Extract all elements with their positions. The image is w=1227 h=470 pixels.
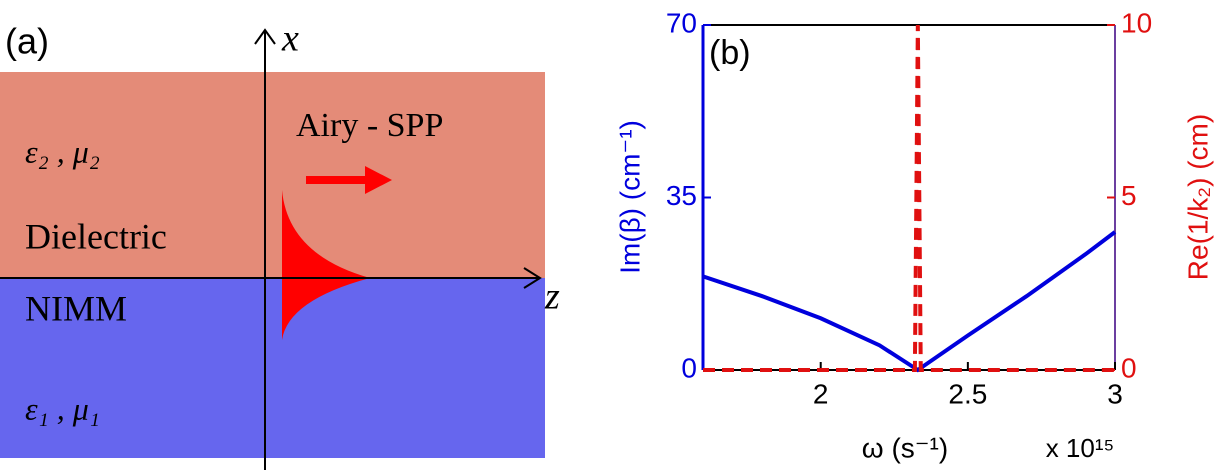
y-tick-label: 35 bbox=[666, 180, 697, 211]
y-tick-label: 0 bbox=[681, 352, 697, 383]
y2-tick-label: 10 bbox=[1121, 7, 1152, 38]
panel-label: (a) bbox=[5, 21, 49, 62]
x-axis-label: ω (s⁻¹) bbox=[862, 432, 948, 463]
dielectric-region bbox=[0, 72, 545, 278]
y2-axis-label: Re(1/k₂) (cm) bbox=[1182, 114, 1213, 280]
y-tick-label: 70 bbox=[666, 7, 697, 38]
medium-params: ε₂ , μ₂ bbox=[25, 133, 100, 169]
panel-a: (a) x z ε₂ , μ₂ Dielectric NIMM ε₁ , μ₁ … bbox=[0, 18, 560, 470]
medium-name: Dielectric bbox=[25, 216, 167, 256]
y-axis-label: Im(β) (cm⁻¹) bbox=[614, 120, 645, 274]
series-line bbox=[703, 24, 1115, 372]
airy-beam bbox=[282, 190, 370, 340]
x-multiplier: x 10¹⁵ bbox=[1046, 433, 1115, 463]
nimm-region bbox=[0, 278, 545, 458]
x-axis-arrow bbox=[254, 28, 276, 45]
y2-tick-label: 0 bbox=[1121, 352, 1137, 383]
medium-params: ε₁ , μ₁ bbox=[25, 390, 100, 426]
panel-label: (b) bbox=[709, 34, 751, 72]
z-axis-arrow bbox=[523, 267, 542, 289]
x-tick-label: 3 bbox=[1107, 378, 1123, 409]
series-line bbox=[702, 230, 1117, 373]
axis-label: x bbox=[281, 18, 299, 60]
beam-label: Airy - SPP bbox=[296, 107, 443, 144]
y2-tick-label: 5 bbox=[1121, 180, 1137, 211]
medium-name: NIMM bbox=[25, 288, 127, 328]
axis-label: z bbox=[544, 276, 560, 318]
x-tick-label: 2 bbox=[813, 378, 829, 409]
propagation-arrow bbox=[306, 166, 392, 194]
x-tick-label: 2.5 bbox=[948, 378, 987, 409]
